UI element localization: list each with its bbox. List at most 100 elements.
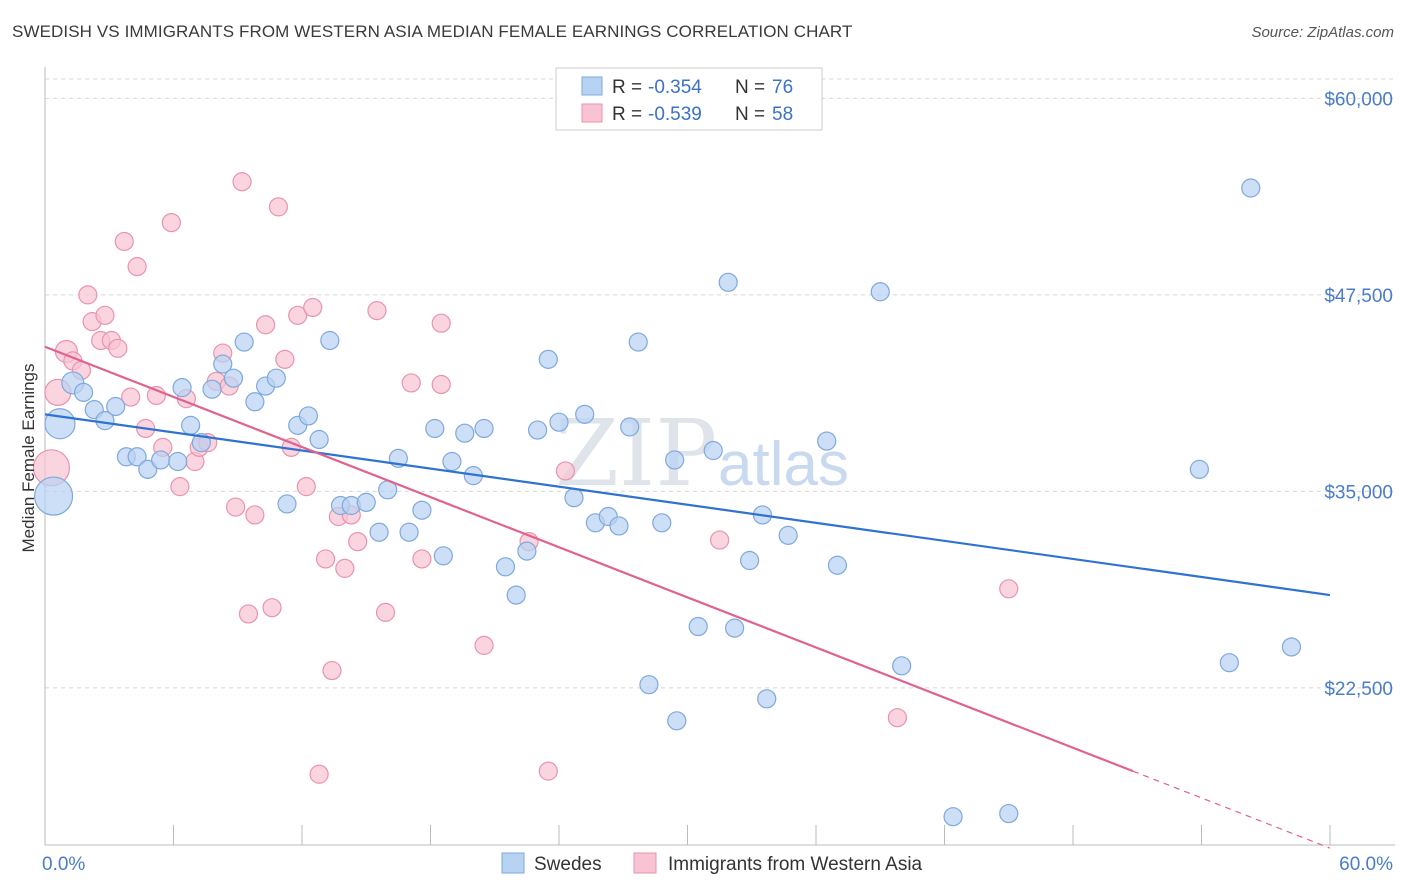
legend-swatch-swedes [501, 852, 525, 874]
stats-swatch-western-asia [581, 103, 603, 123]
point-swedes [309, 429, 329, 450]
y-tick-label: $47,500 [1324, 286, 1393, 307]
point-swedes [757, 689, 777, 709]
point-western-asia [887, 708, 907, 728]
point-swedes [73, 382, 94, 402]
point-swedes [609, 516, 629, 536]
point-western-asia [161, 213, 181, 233]
point-swedes [564, 488, 584, 508]
point-swedes [298, 406, 319, 426]
point-swedes [191, 433, 211, 453]
point-western-asia [303, 297, 323, 318]
point-swedes [277, 494, 297, 514]
point-swedes [1189, 459, 1209, 479]
stats-n-value-swedes: 76 [772, 77, 793, 98]
stats-r-value-western-asia: -0.539 [648, 104, 702, 125]
point-western-asia [268, 197, 289, 217]
point-western-asia [78, 285, 98, 305]
point-swedes [725, 618, 745, 638]
stats-legend: R = -0.354 N = 76 R = -0.539 N = 58 [555, 67, 823, 131]
point-swedes [538, 349, 558, 369]
point-western-asia [348, 532, 368, 552]
point-swedes [356, 492, 376, 512]
point-western-asia [296, 477, 316, 497]
point-western-asia [108, 338, 128, 358]
stats-n-value-western-asia: 58 [772, 104, 793, 125]
trend-line-swedes [44, 413, 1331, 597]
point-western-asia [335, 558, 355, 578]
point-swedes [442, 451, 462, 472]
point-swedes [628, 332, 648, 352]
point-swedes [213, 354, 233, 374]
bottom-legend: Swedes Immigrants from Western Asia [501, 852, 923, 875]
y-tick-label: $22,500 [1324, 679, 1393, 700]
point-swedes [778, 525, 798, 545]
point-swedes [412, 500, 432, 520]
point-swedes [106, 396, 126, 417]
point-swedes [425, 418, 445, 439]
point-western-asia [367, 301, 387, 321]
point-western-asia [322, 660, 342, 681]
point-swedes [245, 392, 265, 412]
point-swedes [433, 546, 453, 566]
stats-r-label-western-asia: R = [612, 104, 642, 125]
point-swedes [665, 450, 685, 470]
legend-label-swedes: Swedes [534, 854, 602, 875]
chart-source: Source: ZipAtlas.com [1251, 24, 1394, 41]
trend-line-western-asia-extension [1132, 770, 1331, 849]
point-western-asia [309, 764, 329, 784]
y-axis-label: Median Female Earnings [19, 364, 38, 553]
point-western-asia [255, 315, 276, 335]
point-western-asia [555, 461, 576, 481]
stats-n-label-western-asia: N = [735, 104, 765, 125]
point-western-asia [999, 579, 1019, 599]
point-swedes [517, 541, 537, 561]
stats-r-value-swedes: -0.354 [648, 77, 702, 98]
point-western-asia [710, 530, 730, 550]
point-western-asia [538, 761, 558, 781]
point-swedes [266, 368, 286, 388]
x-tick-label: 0.0% [42, 854, 85, 875]
point-western-asia [262, 598, 282, 618]
point-swedes [639, 675, 659, 695]
point-swedes [718, 272, 738, 292]
point-swedes [399, 522, 419, 542]
point-swedes [223, 368, 244, 388]
point-swedes [474, 418, 494, 439]
x-tick-label: 60.0% [1339, 854, 1393, 875]
point-swedes [181, 415, 201, 435]
point-western-asia [288, 305, 308, 325]
point-swedes [620, 417, 640, 437]
y-tick-label: $60,000 [1324, 89, 1393, 110]
point-western-asia [375, 602, 396, 622]
point-swedes [817, 431, 837, 451]
point-swedes [740, 550, 760, 571]
point-swedes [527, 420, 548, 440]
point-western-asia [232, 172, 252, 192]
point-swedes [688, 616, 708, 637]
legend-swatch-western-asia [633, 852, 657, 874]
point-swedes [172, 378, 192, 398]
point-western-asia [315, 549, 336, 569]
point-swedes [369, 522, 389, 542]
point-western-asia [431, 374, 451, 395]
point-western-asia [114, 231, 134, 252]
y-tick-label: $35,000 [1324, 482, 1393, 503]
legend-label-western-asia: Immigrants from Western Asia [668, 854, 923, 875]
point-swedes [703, 440, 723, 461]
point-swedes [495, 557, 516, 577]
point-swedes [652, 513, 672, 533]
point-western-asia [170, 477, 190, 497]
grid-layer [45, 78, 1395, 689]
point-western-asia [121, 387, 141, 407]
axis-layer: $22,500 $35,000 $47,500 $60,000 0.0% 60.0% [42, 67, 1395, 875]
point-western-asia [95, 305, 115, 325]
point-western-asia [431, 313, 451, 333]
stats-swatch-swedes [581, 76, 603, 96]
stats-n-label-swedes: N = [735, 77, 765, 98]
point-swedes [827, 555, 848, 575]
point-swedes [127, 447, 147, 467]
point-swedes [870, 282, 890, 302]
point-swedes [1281, 637, 1302, 657]
stats-r-label-swedes: R = [612, 77, 642, 98]
